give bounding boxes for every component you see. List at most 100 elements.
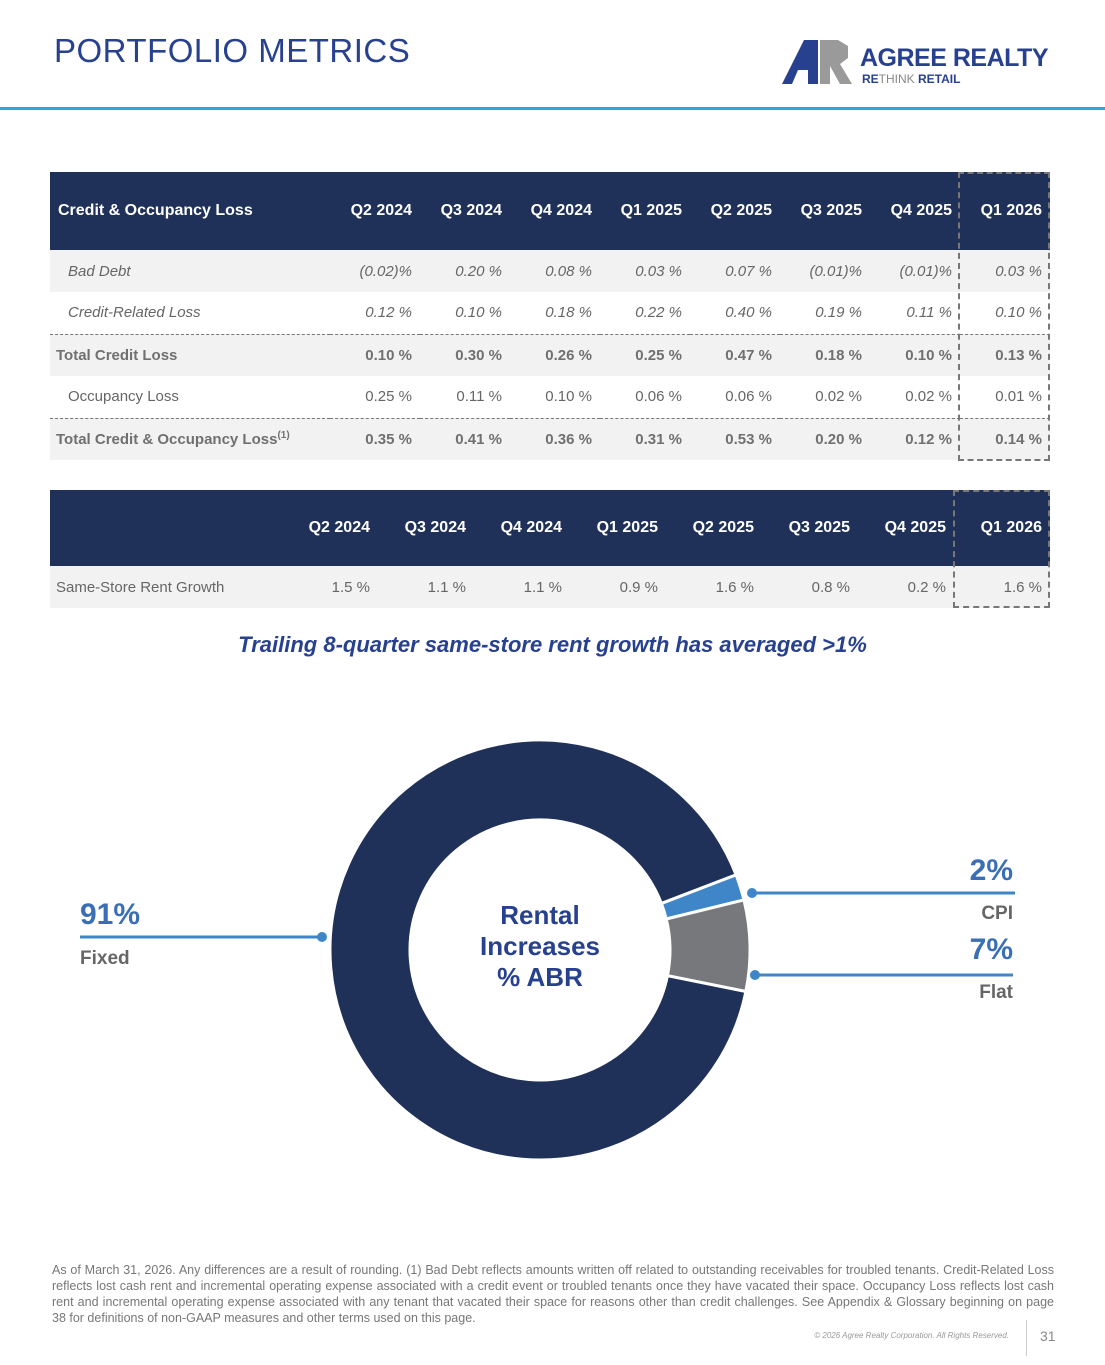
fixed-percent: 91% (80, 898, 141, 931)
row-label: Credit-Related Loss (68, 304, 201, 322)
table-cell: 0.02 % (905, 388, 952, 406)
table-cell: 0.31 % (600, 417, 690, 460)
column-header: Q1 2026 (954, 490, 1050, 566)
slice-fixed (328, 738, 748, 1162)
table-row: Total Credit & Occupancy Loss(1) 0.35 % 0.… (50, 417, 1050, 460)
table-cell: 1.6 % (666, 566, 762, 608)
table-cell: 0.20 % (455, 262, 502, 280)
table-cell: 0.35 % (330, 417, 420, 460)
table-cell: 0.18 % (780, 333, 870, 376)
table-cell: (0.01)% (809, 262, 862, 280)
logo-tagline: RETHINK RETAIL (862, 72, 961, 86)
table-cell: 0.03 % (995, 262, 1042, 280)
table-cell: 0.12 % (870, 417, 960, 460)
flat-percent: 7% (969, 933, 1013, 966)
row-label: Same-Store Rent Growth (50, 566, 282, 608)
row-label: Bad Debt (68, 262, 131, 280)
column-header: Q2 2024 (330, 172, 420, 250)
logo-mark-icon (782, 40, 852, 84)
rent-growth-table: Q2 2024 Q3 2024 Q4 2024 Q1 2025 Q2 2025 Q3 20… (50, 490, 1050, 608)
table-cell: 0.40 % (725, 304, 772, 322)
table-cell: 0.22 % (635, 304, 682, 322)
table-cell: 0.19 % (815, 304, 862, 322)
column-header: Q3 2024 (420, 172, 510, 250)
table-cell: 0.11 % (906, 304, 952, 322)
table-cell: 0.10 % (455, 304, 502, 322)
empty-header (50, 490, 282, 566)
table-row: Occupancy Loss 0.25 % 0.11 % 0.10 % 0.06 % 0.… (50, 376, 1050, 418)
table-row: Same-Store Rent Growth 1.5 % 1.1 % 1.1 % 0.9… (50, 566, 1050, 608)
row-label: Total Credit & Occupancy Loss(1) (50, 417, 330, 460)
fixed-leader-line-dot (317, 932, 327, 942)
logo-name: AGREE REALTY (860, 44, 1049, 72)
table-cell: 0.26 % (510, 333, 600, 376)
table-cell: 1.1 % (378, 566, 474, 608)
column-header: Q4 2025 (870, 172, 960, 250)
rent-growth-note: Trailing 8-quarter same-store rent growt… (238, 632, 867, 657)
header-rule (0, 107, 1105, 110)
page-title: PORTFOLIO METRICS (54, 32, 411, 69)
table-cell: 0.9 % (570, 566, 666, 608)
table-cell: 0.25 % (600, 333, 690, 376)
column-header: Q3 2025 (780, 172, 870, 250)
table-cell: 0.36 % (510, 417, 600, 460)
table-cell: 0.10 % (330, 333, 420, 376)
table-cell: 0.30 % (420, 333, 510, 376)
copyright: © 2026 Agree Realty Corporation. All Rig… (814, 1331, 1009, 1340)
footer-divider (1026, 1320, 1027, 1356)
table-title: Credit & Occupancy Loss (50, 172, 330, 250)
table-cell: 0.11 % (456, 388, 502, 406)
credit-occupancy-table: Credit & Occupancy Loss Q2 2024 Q3 2024 Q4 … (50, 172, 1050, 460)
table-cell: 0.06 % (725, 388, 772, 406)
flat-label: Flat (979, 982, 1013, 1003)
table-cell: (0.02)% (359, 262, 412, 280)
row-label: Total Credit Loss (50, 333, 330, 376)
donut-svg (80, 738, 1015, 1162)
table-cell: 0.10 % (870, 333, 960, 376)
table-cell: 0.2 % (858, 566, 954, 608)
table-row: Bad Debt (0.02)% 0.20 % 0.08 % 0.03 % 0.07 % (… (50, 250, 1050, 292)
table-cell: 0.07 % (725, 262, 772, 280)
table-cell: 0.47 % (690, 333, 780, 376)
cpi-label: CPI (981, 903, 1013, 924)
column-header: Q4 2025 (858, 490, 954, 566)
donut-center-label: Rental Increases% ABR (480, 900, 600, 992)
fixed-label: Fixed (80, 948, 130, 969)
table-cell: 0.10 % (995, 304, 1042, 322)
table-cell: 0.10 % (545, 388, 592, 406)
table-cell: (0.01)% (899, 262, 952, 280)
table-row: Total Credit Loss 0.10 % 0.30 % 0.26 % 0.25 … (50, 333, 1050, 376)
table-cell: 1.1 % (474, 566, 570, 608)
column-header: Q3 2025 (762, 490, 858, 566)
table-cell: 0.18 % (545, 304, 592, 322)
table-cell: 0.53 % (690, 417, 780, 460)
table-cell: 0.03 % (635, 262, 682, 280)
page-number: 31 (1040, 1328, 1056, 1344)
column-header: Q2 2025 (690, 172, 780, 250)
table-cell: 0.12 % (365, 304, 412, 322)
column-header: Q4 2024 (510, 172, 600, 250)
column-header: Q4 2024 (474, 490, 570, 566)
column-header: Q1 2026 (960, 172, 1050, 250)
flat-leader-line-dot (750, 970, 760, 980)
cpi-percent: 2% (969, 854, 1013, 887)
company-logo: AGREE REALTY RETHINK RETAIL (782, 40, 1062, 88)
table-cell: 0.8 % (762, 566, 858, 608)
table-cell: 1.6 % (954, 566, 1050, 608)
cpi-leader-line-dot (747, 888, 757, 898)
table-cell: 0.01 % (995, 388, 1042, 406)
table-cell: 0.06 % (635, 388, 682, 406)
footnote: As of March 31, 2026. Any differences ar… (52, 1263, 1054, 1325)
table-cell: 0.41 % (420, 417, 510, 460)
table-cell: 0.14 % (960, 417, 1050, 460)
table-cell: 1.5 % (282, 566, 378, 608)
column-header: Q2 2024 (282, 490, 378, 566)
column-header: Q2 2025 (666, 490, 762, 566)
rental-increases-donut: Rental Increases% ABR 91% Fixed 2% CPI 7%… (0, 700, 1105, 1220)
column-header: Q3 2024 (378, 490, 474, 566)
table-cell: 0.25 % (365, 388, 412, 406)
table-cell: 0.02 % (815, 388, 862, 406)
column-header: Q1 2025 (600, 172, 690, 250)
table-row: Credit-Related Loss 0.12 % 0.10 % 0.18 % 0.2… (50, 292, 1050, 334)
column-header: Q1 2025 (570, 490, 666, 566)
